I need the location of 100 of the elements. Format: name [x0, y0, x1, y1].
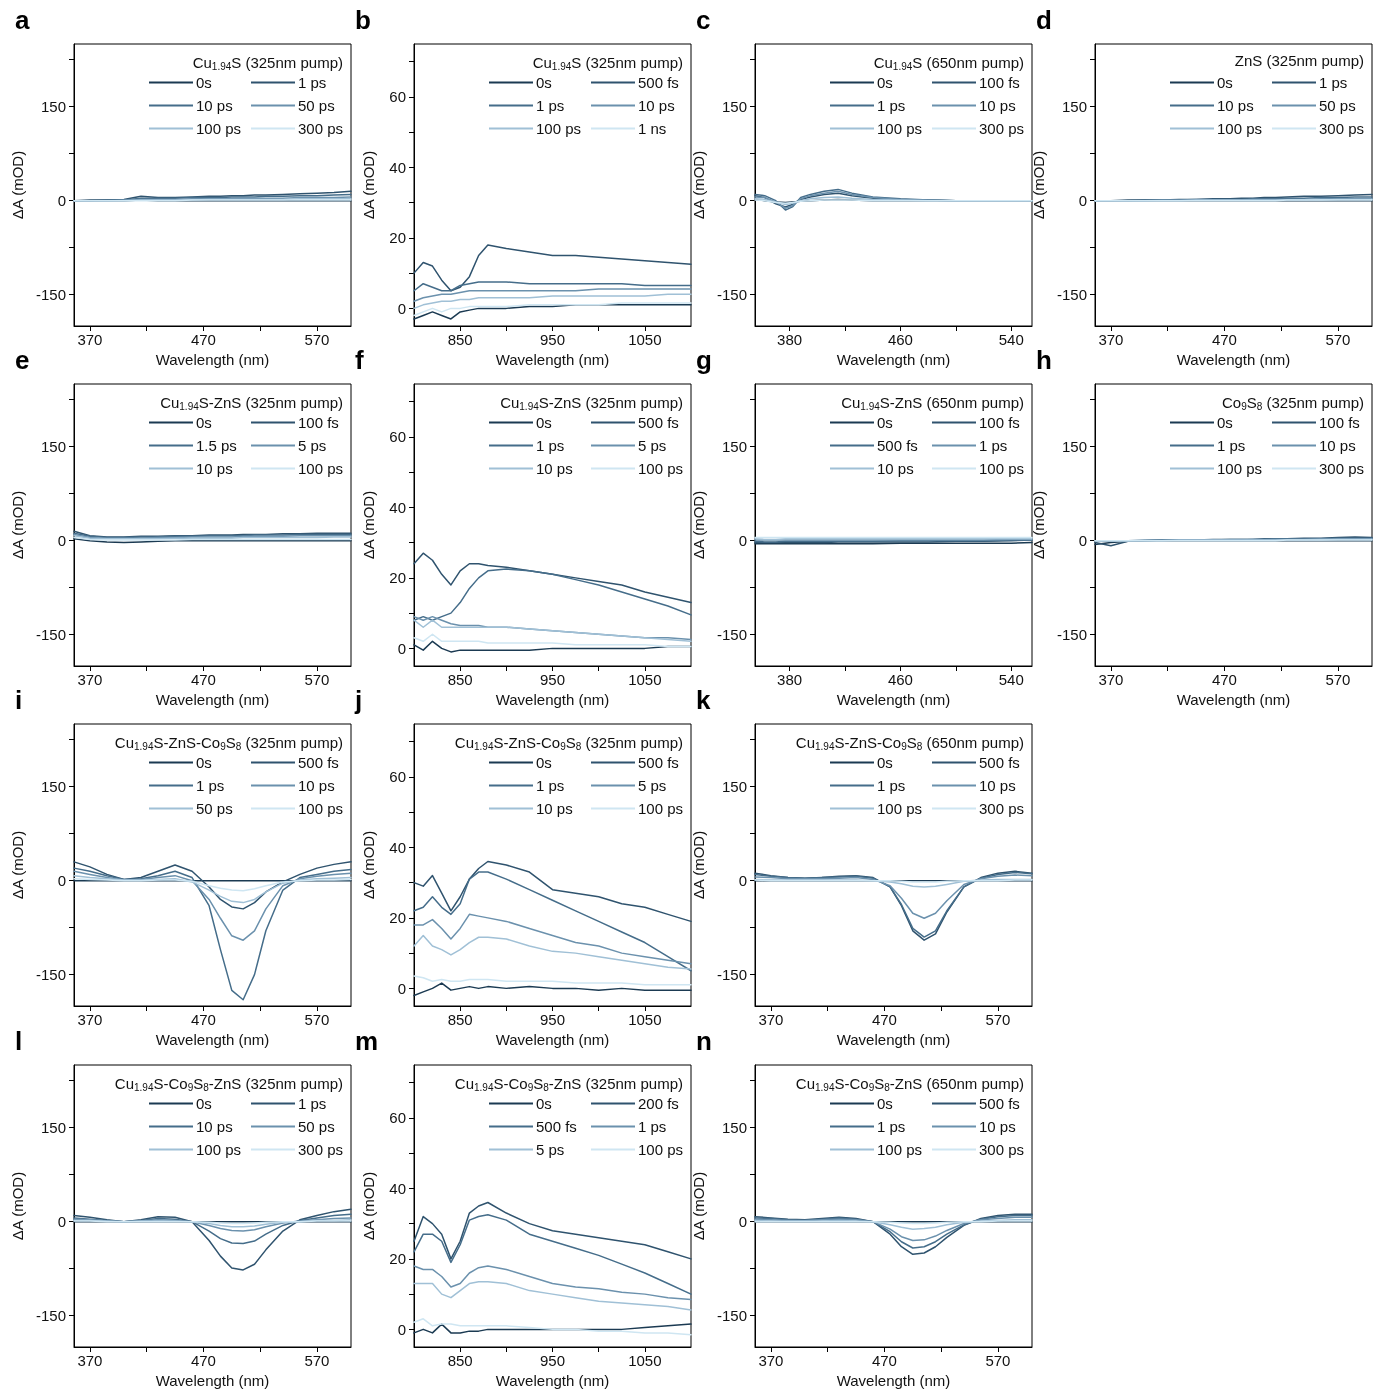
legend-label: 100 ps [298, 460, 344, 477]
legend-label: 100 ps [196, 1141, 242, 1158]
x-tick-label: 470 [871, 1011, 897, 1028]
x-tick-label: 950 [539, 1352, 566, 1369]
legend-label: 500 fs [638, 754, 679, 771]
legend-label: 0s [196, 754, 212, 771]
y-tick-label: 150 [721, 98, 747, 116]
legend-label: 300 ps [979, 120, 1025, 137]
legend-label: 300 ps [979, 800, 1025, 817]
x-tick-label: 570 [1325, 331, 1351, 348]
x-axis-title: Wavelength (nm) [836, 1031, 951, 1048]
legend-label: 0s [877, 414, 893, 431]
chart-title: a [15, 5, 30, 35]
y-tick-label: -150 [716, 966, 747, 984]
legend-label: 10 ps [196, 460, 233, 477]
legend-label: 500 fs [979, 754, 1020, 771]
legend-label: 0s [196, 74, 212, 91]
y-axis-title: ΔA (mOD) [690, 150, 708, 220]
x-axis-title: Wavelength (nm) [495, 691, 610, 708]
x-tick-label: 1050 [628, 1352, 662, 1369]
legend-label: 10 ps [298, 777, 335, 794]
legend-label: 100 ps [877, 120, 923, 137]
y-tick-label: 150 [721, 778, 747, 796]
legend-label: 1 ps [1217, 437, 1246, 454]
y-axis-title: ΔA (mOD) [690, 830, 708, 900]
chart-title: m [355, 1026, 379, 1056]
y-tick-label: 0 [397, 639, 406, 657]
y-tick-label: 0 [57, 872, 66, 890]
x-tick-label: 470 [190, 671, 216, 688]
y-tick-label: 150 [40, 438, 66, 456]
y-tick-label: 150 [40, 98, 66, 116]
y-tick-label: 0 [1078, 532, 1087, 550]
x-tick-label: 1050 [628, 1011, 662, 1028]
legend-label: 100 ps [877, 1141, 923, 1158]
y-tick-label: 0 [397, 1320, 406, 1338]
x-tick-label: 370 [1098, 671, 1124, 688]
x-tick-label: 370 [77, 671, 103, 688]
chart-title: i [15, 685, 23, 715]
legend-label: 1 ps [298, 74, 327, 91]
x-axis-title: Wavelength (nm) [836, 1372, 951, 1389]
x-tick-label: 470 [190, 1352, 216, 1369]
legend-label: 1 ps [877, 1118, 906, 1135]
y-axis-title: ΔA (mOD) [1030, 490, 1048, 560]
y-tick-label: -150 [1056, 626, 1087, 644]
chart-title: d [1036, 5, 1052, 35]
y-tick-label: -150 [716, 626, 747, 644]
x-axis-title: Wavelength (nm) [495, 1031, 610, 1048]
y-axis-title: ΔA (mOD) [690, 490, 708, 560]
y-axis-title: ΔA (mOD) [9, 1171, 27, 1241]
y-tick-label: 40 [389, 498, 406, 516]
legend-label: 500 fs [298, 754, 339, 771]
y-tick-label: 20 [389, 909, 406, 927]
x-tick-label: 950 [539, 331, 566, 348]
y-tick-label: 60 [389, 428, 406, 446]
x-tick-label: 1050 [628, 671, 662, 688]
legend-label: 1.5 ps [196, 437, 237, 454]
legend-label: 1 ps [877, 777, 906, 794]
chart-title: h [1036, 345, 1052, 375]
legend-label: 100 ps [638, 800, 684, 817]
legend-label: 10 ps [877, 460, 914, 477]
legend-label: 200 fs [638, 1095, 679, 1112]
y-tick-label: 0 [738, 192, 747, 210]
x-tick-label: 370 [77, 331, 103, 348]
x-axis-title: Wavelength (nm) [495, 1372, 610, 1389]
legend-label: 5 ps [536, 1141, 565, 1158]
x-tick-label: 850 [447, 331, 473, 348]
legend-label: 0s [536, 74, 552, 91]
x-axis-title: Wavelength (nm) [1176, 351, 1291, 368]
y-tick-label: -150 [35, 966, 66, 984]
legend-label: 0s [1217, 414, 1233, 431]
legend-label: 0s [196, 1095, 212, 1112]
legend-label: 10 ps [979, 777, 1016, 794]
y-axis-title: ΔA (mOD) [360, 830, 377, 900]
legend-label: 50 ps [196, 800, 233, 817]
x-tick-label: 850 [447, 671, 473, 688]
y-tick-label: 0 [738, 532, 747, 550]
legend-label: 100 fs [1319, 414, 1360, 431]
x-tick-label: 370 [758, 1011, 784, 1028]
y-tick-label: 20 [389, 1250, 406, 1268]
legend-label: 500 fs [979, 1095, 1020, 1112]
y-tick-label: 150 [721, 1119, 747, 1137]
y-axis-title: ΔA (mOD) [360, 490, 377, 560]
legend-title: ZnS (325nm pump) [1234, 52, 1365, 69]
x-tick-label: 460 [887, 331, 913, 348]
legend-label: 100 ps [638, 460, 684, 477]
legend-label: 1 ps [877, 97, 906, 114]
y-tick-label: 0 [57, 192, 66, 210]
x-tick-label: 570 [985, 1011, 1011, 1028]
y-tick-label: 0 [397, 299, 406, 317]
legend-label: 10 ps [196, 1118, 233, 1135]
x-tick-label: 370 [758, 1352, 784, 1369]
legend-label: 0s [1217, 74, 1233, 91]
legend-label: 10 ps [536, 460, 573, 477]
legend-label: 50 ps [1319, 97, 1356, 114]
y-tick-label: 60 [389, 88, 406, 106]
y-tick-label: 0 [1078, 192, 1087, 210]
x-tick-label: 850 [447, 1352, 473, 1369]
y-tick-label: 40 [389, 1179, 406, 1197]
legend-label: 500 fs [877, 437, 918, 454]
legend-label: 500 fs [638, 414, 679, 431]
